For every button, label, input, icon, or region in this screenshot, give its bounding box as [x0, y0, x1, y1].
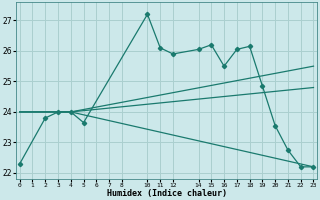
X-axis label: Humidex (Indice chaleur): Humidex (Indice chaleur) — [107, 189, 227, 198]
